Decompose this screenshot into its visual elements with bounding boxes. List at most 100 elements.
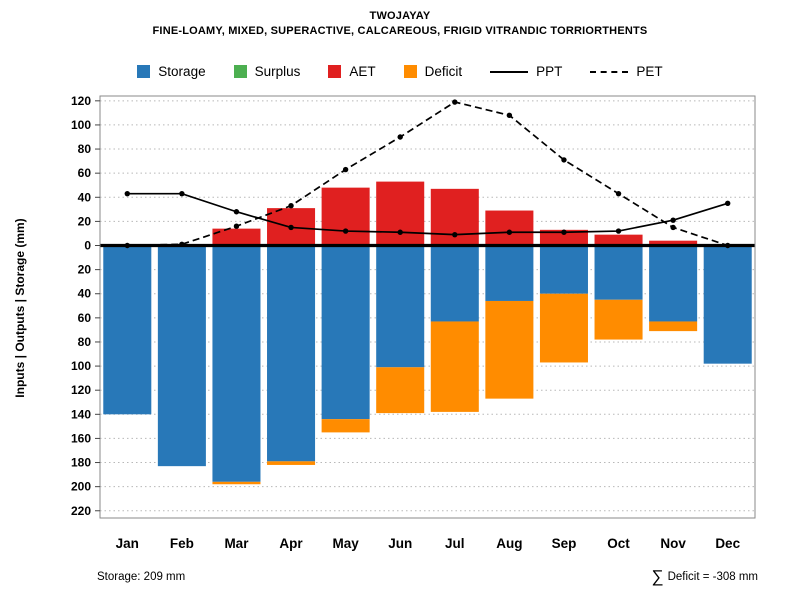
legend-swatch-deficit <box>403 65 417 78</box>
y-tick-label: 120 <box>71 383 91 397</box>
line-ppt <box>124 190 731 238</box>
bar-aet-sep <box>539 229 588 246</box>
point-pet-oct <box>615 190 622 197</box>
y-tick-label: 200 <box>71 480 91 494</box>
bar-storage-mar <box>212 245 261 482</box>
bar-aet-jun <box>376 181 425 246</box>
chart-legend: Storage Surplus AET Deficit PPT PET <box>0 64 800 79</box>
legend-item-surplus: Surplus <box>233 64 301 79</box>
bar-aet-may <box>321 187 370 246</box>
legend-label-aet: AET <box>349 64 376 79</box>
point-pet-may <box>342 166 349 173</box>
legend-label-surplus: Surplus <box>254 64 301 79</box>
legend-label-ppt: PPT <box>536 64 563 79</box>
legend-item-pet: PET <box>590 64 663 79</box>
bar-storage-apr <box>267 245 316 462</box>
y-tick-label: 120 <box>71 94 91 108</box>
y-tick-label: 80 <box>78 335 92 349</box>
bar-deficit-nov <box>649 321 698 332</box>
y-tick-label: 20 <box>78 263 92 277</box>
point-ppt-jun <box>397 229 403 235</box>
point-ppt-jul <box>452 231 458 238</box>
legend-label-deficit: Deficit <box>424 64 463 79</box>
y-tick-label: 140 <box>71 407 91 421</box>
y-axis-ticks: 1201008060402002040608010012014016018020… <box>71 94 100 518</box>
y-tick-label: 180 <box>71 456 91 470</box>
bar-deficit-jun <box>376 367 425 414</box>
bar-storage-aug <box>485 245 534 301</box>
point-ppt-sep <box>561 229 567 235</box>
point-pet-aug <box>506 112 513 118</box>
point-ppt-nov <box>670 217 676 223</box>
point-pet-mar <box>233 223 240 229</box>
legend-label-pet: PET <box>636 64 663 79</box>
point-ppt-jan <box>124 190 130 197</box>
month-label-sep: Sep <box>552 536 577 551</box>
point-pet-feb <box>179 241 185 248</box>
bar-deficit-aug <box>485 300 534 399</box>
bar-aet-aug <box>485 210 534 246</box>
month-label-jan: Jan <box>116 536 139 551</box>
month-label-oct: Oct <box>607 536 630 551</box>
bar-storage-feb <box>157 245 206 467</box>
month-label-jul: Jul <box>445 536 465 551</box>
point-ppt-oct <box>615 228 622 234</box>
legend-item-ppt: PPT <box>490 64 562 79</box>
bar-storage-sep <box>539 245 588 294</box>
y-tick-label: 20 <box>78 214 92 228</box>
legend-item-deficit: Deficit <box>403 64 463 79</box>
y-tick-label: 100 <box>71 359 91 373</box>
month-label-aug: Aug <box>496 536 522 551</box>
y-tick-label: 40 <box>78 287 92 301</box>
point-ppt-aug <box>506 229 513 235</box>
y-tick-label: 100 <box>71 118 91 132</box>
bar-deficit-may <box>321 419 370 433</box>
x-axis-labels: Jan Feb Mar Apr May Jun Jul Aug Sep Oct Nov Dec <box>116 536 741 551</box>
month-label-mar: Mar <box>224 536 249 551</box>
point-ppt-dec <box>725 200 731 207</box>
y-tick-label: 160 <box>71 431 91 445</box>
bar-deficit-mar <box>212 481 261 485</box>
month-label-nov: Nov <box>660 536 686 551</box>
point-pet-jan <box>124 242 130 249</box>
line-pet <box>124 99 731 249</box>
point-pet-jun <box>397 134 403 140</box>
point-pet-jul <box>452 99 458 105</box>
page-title: TWOJAYAY <box>369 10 431 22</box>
bar-storage-oct <box>594 245 643 300</box>
y-tick-label: 60 <box>78 311 92 325</box>
bar-storage-jan <box>103 245 152 415</box>
point-pet-nov <box>670 224 676 231</box>
month-label-dec: Dec <box>715 536 740 551</box>
legend-line-sample-pet <box>590 70 629 73</box>
point-pet-apr <box>288 203 294 209</box>
legend-swatch-aet <box>328 65 342 78</box>
y-axis-label: Inputs | Outputs | Storage (mm) <box>13 218 27 398</box>
legend-label-storage: Storage <box>158 64 206 79</box>
page-subtitle: FINE-LOAMY, MIXED, SUPERACTIVE, CALCAREO… <box>152 25 648 37</box>
deficit-annotation-text: Deficit = -308 mm <box>667 570 758 583</box>
bar-storage-may <box>321 245 370 420</box>
point-ppt-mar <box>233 209 240 215</box>
bar-storage-jul <box>430 245 479 322</box>
month-label-feb: Feb <box>170 536 194 551</box>
month-label-may: May <box>332 536 359 551</box>
point-pet-sep <box>561 157 567 163</box>
legend-swatch-surplus <box>233 65 247 78</box>
point-ppt-apr <box>288 224 294 231</box>
bar-storage-dec <box>703 245 752 364</box>
point-pet-dec <box>725 242 731 249</box>
month-label-jun: Jun <box>388 536 412 551</box>
bar-aet-mar <box>212 228 261 246</box>
bar-aet-nov <box>649 240 698 246</box>
legend-line-sample-ppt <box>490 70 529 73</box>
y-tick-label: 60 <box>78 166 92 180</box>
plot-border <box>99 95 756 519</box>
bar-deficit-apr <box>267 461 316 465</box>
bar-deficit-oct <box>594 299 643 340</box>
bar-deficit-sep <box>539 293 588 363</box>
point-ppt-may <box>342 228 349 234</box>
storage-annotation: Storage: 209 mm <box>97 571 186 583</box>
